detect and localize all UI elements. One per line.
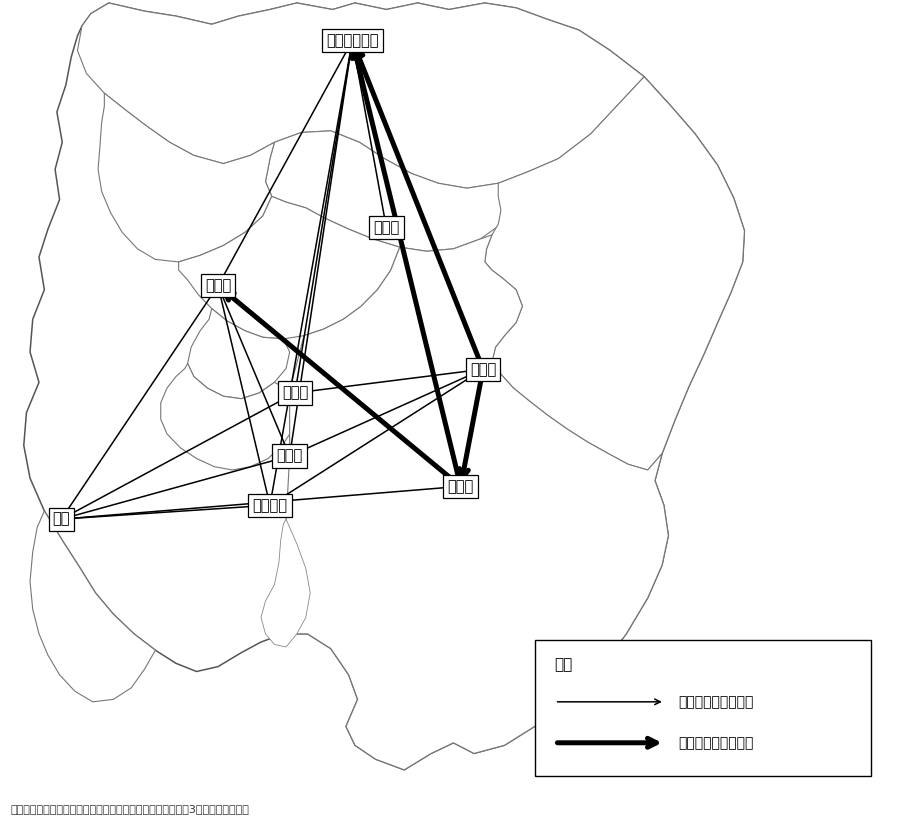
Text: 千葉県: 千葉県 bbox=[447, 479, 474, 494]
Polygon shape bbox=[77, 3, 644, 188]
Text: 茨城県: 茨城県 bbox=[470, 362, 496, 376]
Polygon shape bbox=[485, 76, 744, 470]
Text: 東京都: 東京都 bbox=[277, 449, 303, 464]
Polygon shape bbox=[98, 93, 275, 262]
Text: 神奈川県: 神奈川県 bbox=[252, 497, 287, 513]
Polygon shape bbox=[23, 3, 744, 770]
Text: １千トン～１万トン: １千トン～１万トン bbox=[678, 695, 753, 709]
Text: 北海道・東北: 北海道・東北 bbox=[326, 33, 379, 48]
Text: １万トン～５万トン: １万トン～５万トン bbox=[678, 736, 753, 750]
Text: 処例: 処例 bbox=[555, 658, 573, 672]
Polygon shape bbox=[266, 131, 512, 252]
Text: （出所：環境省「一般廃棄物処理事業実態調査の結果（令和3年度）について）: （出所：環境省「一般廃棄物処理事業実態調査の結果（令和3年度）について） bbox=[11, 804, 250, 814]
Text: 中部: 中部 bbox=[53, 511, 70, 527]
Text: 栃木県: 栃木県 bbox=[374, 220, 400, 235]
Polygon shape bbox=[284, 235, 668, 770]
Polygon shape bbox=[179, 196, 400, 339]
Text: 群馬県: 群馬県 bbox=[205, 278, 231, 293]
Text: 埼玉県: 埼玉県 bbox=[282, 386, 308, 400]
Polygon shape bbox=[30, 511, 155, 702]
Polygon shape bbox=[188, 308, 290, 399]
Polygon shape bbox=[161, 363, 299, 470]
Polygon shape bbox=[261, 520, 310, 647]
FancyBboxPatch shape bbox=[535, 640, 871, 775]
